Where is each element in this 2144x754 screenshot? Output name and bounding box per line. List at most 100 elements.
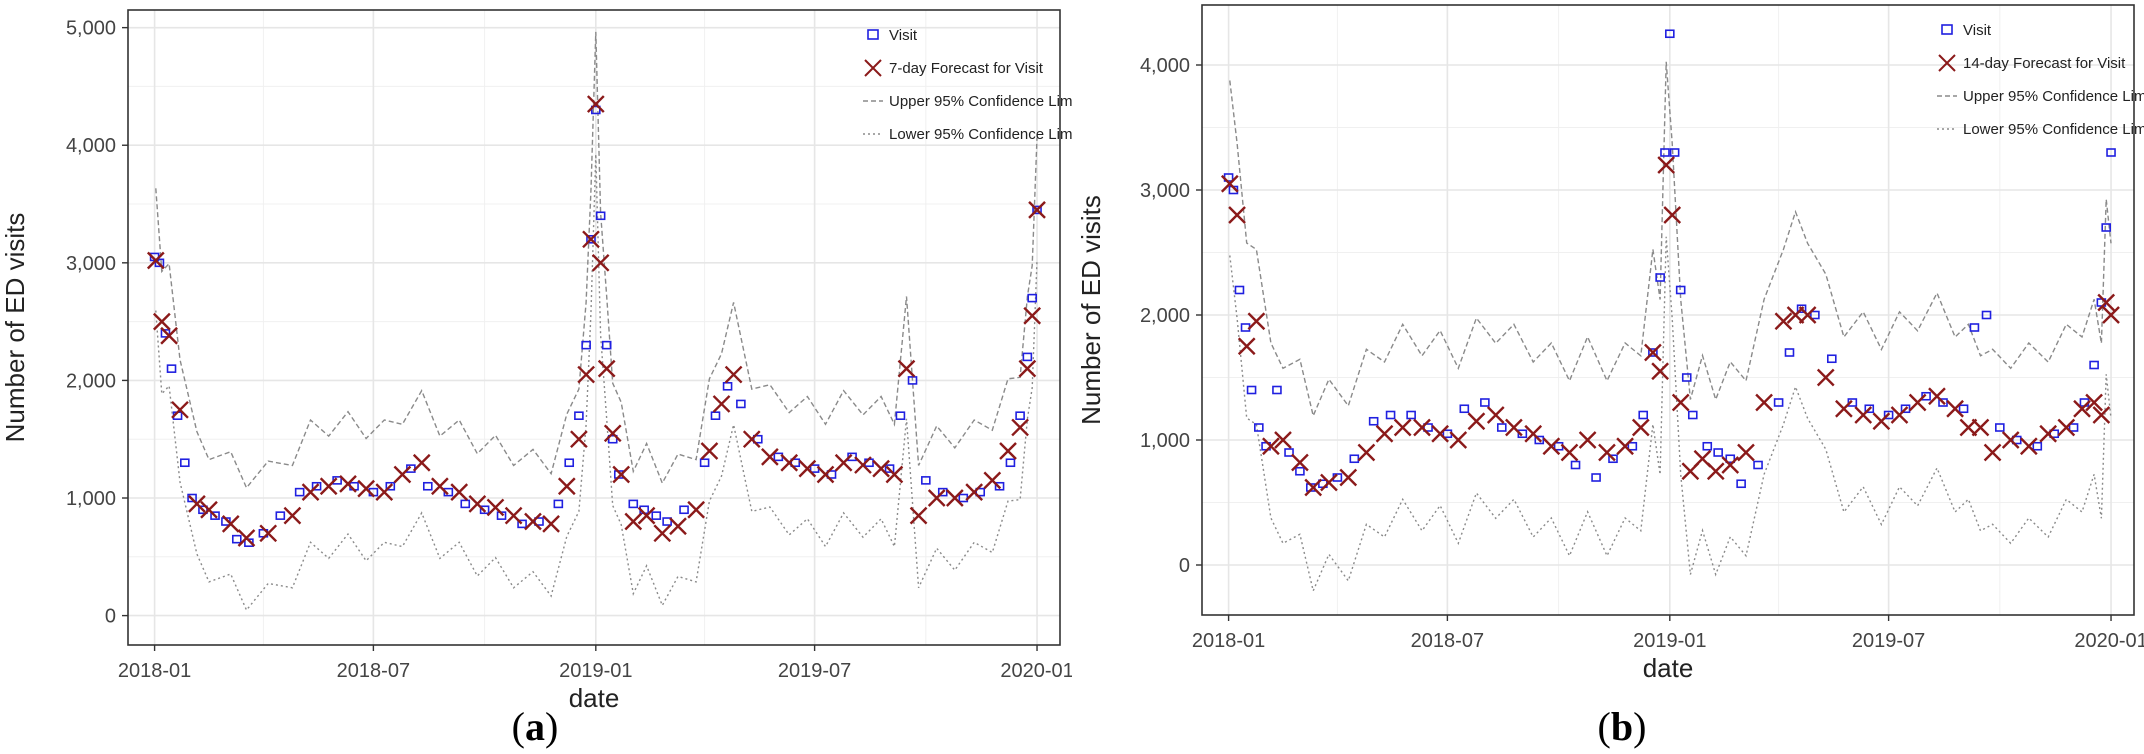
visit-point: [210, 511, 220, 520]
legend-forecast-key: [864, 59, 882, 77]
visit-point: [1713, 448, 1723, 457]
forecast-point: [603, 424, 622, 443]
lower-95-confidence-limit-line: [1229, 236, 2112, 594]
visit-point: [1368, 416, 1379, 426]
visit-point: [1669, 148, 1680, 157]
visit-point: [710, 411, 721, 420]
forecast-point: [1671, 393, 1690, 412]
forecast-point: [1357, 443, 1376, 462]
visit-point: [1660, 148, 1670, 157]
forecast-point: [1706, 462, 1725, 481]
upper-95-confidence-limit-line: [1229, 61, 2112, 419]
x-tick-label: 2019-01: [559, 660, 632, 682]
visit-point: [1969, 323, 1980, 332]
caption-close-paren: ): [1633, 704, 1646, 749]
visit-point: [534, 517, 544, 526]
legend-label: Visit: [1963, 22, 1992, 39]
visit-point: [1665, 29, 1675, 39]
legend-forecast-key: [1938, 54, 1956, 72]
forecast-point: [375, 483, 394, 501]
forecast-point: [1657, 156, 1676, 174]
visit-point: [1648, 348, 1658, 357]
visit-point: [1655, 273, 1665, 282]
x-axis-title: date: [1643, 653, 1694, 683]
forecast-point: [486, 498, 505, 517]
legend-label: Lower 95% Confidence Limit: [1963, 121, 2144, 138]
legend-label: Visit: [889, 27, 918, 44]
forecast-point: [612, 465, 631, 484]
forecast-point: [1872, 412, 1891, 431]
forecast-point: [2097, 293, 2116, 312]
visit-point: [2049, 429, 2060, 439]
forecast-point: [1651, 362, 1669, 381]
x-tick-label: 2019-07: [1852, 630, 1925, 652]
forecast-point: [1616, 437, 1634, 456]
visit-point: [1826, 354, 1837, 364]
visit-point: [1496, 423, 1507, 432]
visit-point: [311, 481, 322, 491]
forecast-point: [909, 506, 928, 525]
visit-point: [1015, 411, 1025, 420]
visit-point: [1847, 398, 1858, 407]
visit-point: [1687, 410, 1698, 420]
forecast-point: [1262, 437, 1280, 456]
x-tick-label: 2019-01: [1633, 630, 1706, 652]
forecast-point: [160, 326, 178, 345]
x-tick-label: 2018-01: [118, 660, 191, 682]
visit-point: [1900, 404, 1911, 414]
forecast-point: [816, 465, 835, 484]
forecast-point: [742, 430, 761, 449]
forecast-point: [1737, 443, 1755, 462]
visit-point: [1627, 441, 1638, 451]
plot-area: [128, 10, 1060, 645]
visit-point: [460, 499, 471, 509]
upper-95-confidence-limit-line: [155, 31, 1038, 490]
visit-point: [2106, 148, 2116, 157]
forecast-point: [1598, 443, 1616, 462]
forecast-point: [2092, 406, 2111, 424]
visit-point: [826, 470, 837, 479]
forecast-point: [854, 456, 872, 474]
forecast-point: [724, 365, 743, 384]
forecast-point: [1247, 312, 1266, 331]
forecast-point: [1755, 393, 1773, 412]
visit-point: [1591, 473, 1601, 482]
plot-area: [1202, 5, 2134, 615]
visit-point: [591, 105, 601, 115]
visit-point: [1406, 410, 1416, 420]
forecast-point: [1291, 453, 1309, 472]
forecast-point: [2057, 418, 2076, 437]
forecast-point: [834, 453, 853, 472]
visit-point: [752, 434, 763, 444]
forecast-point: [1220, 174, 1239, 193]
visit-point: [574, 411, 584, 420]
visit-point: [1517, 429, 1528, 439]
y-tick-label: 4,000: [1140, 55, 1190, 77]
forecast-point: [2019, 437, 2038, 456]
forecast-point: [542, 515, 560, 533]
y-tick-label: 2,000: [66, 370, 116, 392]
forecast-point: [1018, 359, 1037, 378]
forecast-point: [450, 483, 469, 501]
visit-point: [601, 340, 612, 350]
chart-b-svg: 0 1,000 2,000 3,000 4,000 2018-01 2018-07 2019-…: [1076, 4, 2144, 749]
forecast-point: [1023, 306, 1042, 325]
plot-border: [127, 9, 1061, 646]
visit-point: [231, 534, 242, 544]
forecast-point: [1228, 206, 1246, 224]
y-tick-label: 3,000: [1140, 180, 1190, 202]
forecast-point: [468, 495, 487, 513]
y-tick-label: 4,000: [66, 135, 116, 157]
visit-point: [790, 458, 801, 468]
forecast-point: [237, 529, 256, 547]
major-gridlines: [1202, 5, 2134, 615]
forecast-point: [431, 477, 449, 496]
visit-point: [581, 340, 591, 350]
visit-point: [553, 499, 564, 509]
legend-visit-key: [1941, 24, 1953, 35]
visit-point: [1981, 310, 1992, 320]
forecast-point: [965, 483, 984, 501]
visit-point: [1480, 398, 1490, 407]
legend-label: Upper 95% Confidence Limit: [1963, 88, 2144, 105]
forecast-point: [1028, 201, 1046, 219]
